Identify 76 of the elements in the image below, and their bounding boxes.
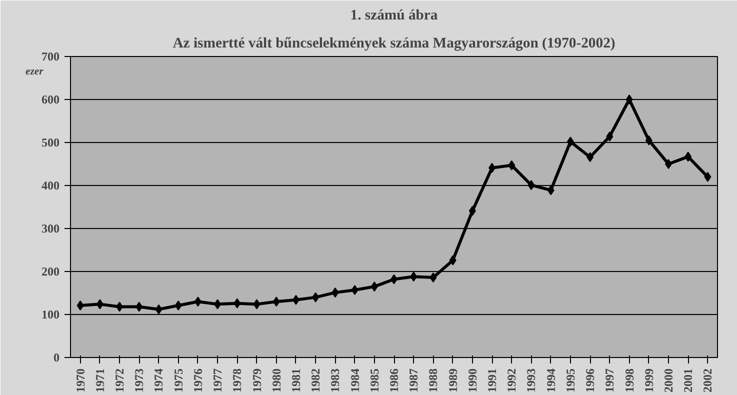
- point: [468, 206, 476, 216]
- point: [430, 272, 437, 283]
- y-tick-label: 500: [42, 136, 60, 150]
- x-tick-label: 1979: [250, 368, 264, 392]
- y-tick-label: 300: [42, 222, 60, 236]
- point: [155, 304, 162, 314]
- point: [606, 131, 614, 142]
- x-tick-label: 1976: [190, 368, 205, 392]
- x-tick-label: 2000: [661, 368, 676, 392]
- chart-subtitle: Az ismertté vált bűncselekmények száma Magyarországon (1970-2002): [172, 36, 616, 52]
- point: [566, 136, 574, 147]
- y-tick-label: 100: [42, 308, 60, 322]
- point: [312, 292, 320, 302]
- x-tick-label: 2002: [700, 368, 715, 392]
- x-tick-label: 1983: [328, 368, 342, 392]
- x-tick-label: 1995: [563, 368, 578, 392]
- point: [626, 94, 633, 104]
- x-tick-label: 1985: [367, 368, 382, 392]
- x-tick-label: 1998: [622, 368, 636, 392]
- y-tick-label: 400: [42, 178, 60, 192]
- x-tick-label: 1992: [504, 368, 519, 392]
- point: [508, 160, 516, 170]
- x-tick-label: 1970: [73, 368, 88, 392]
- point: [410, 272, 418, 282]
- x-tick-label: 1989: [446, 368, 460, 392]
- x-tick-label: 1975: [171, 368, 186, 392]
- x-tick-label: 1994: [544, 368, 558, 392]
- x-tick-label: 1987: [406, 368, 421, 392]
- point: [194, 296, 202, 307]
- x-tick-label: 1971: [92, 368, 107, 392]
- y-tick-label: 0: [54, 350, 60, 364]
- x-tick-label: 1980: [269, 368, 284, 392]
- chart-title: 1. számú ábra: [350, 8, 438, 24]
- x-tick-label: 2001: [681, 368, 696, 392]
- point: [586, 152, 594, 162]
- point: [547, 185, 554, 196]
- x-tick-label: 1982: [308, 368, 323, 392]
- point: [449, 255, 456, 266]
- x-tick-label: 1997: [602, 368, 617, 392]
- point: [253, 299, 260, 310]
- point: [234, 298, 241, 308]
- point: [116, 302, 124, 312]
- x-tick-label: 1974: [152, 368, 166, 392]
- point: [704, 172, 712, 182]
- x-tick-label: 1981: [288, 368, 303, 392]
- x-tick-label: 1986: [387, 368, 401, 392]
- point: [292, 294, 300, 305]
- point: [174, 300, 182, 310]
- point: [684, 152, 692, 162]
- y-tick-label: 600: [42, 92, 60, 106]
- x-tick-label: 1999: [642, 368, 656, 392]
- x-tick-label: 1973: [132, 368, 146, 392]
- point: [96, 299, 104, 310]
- x-tick-label: 1984: [348, 368, 362, 392]
- y-tick-label: 700: [42, 50, 60, 64]
- point: [664, 159, 672, 169]
- point: [76, 300, 84, 310]
- x-tick-label: 1996: [583, 368, 598, 392]
- x-tick-label: 1993: [524, 368, 538, 392]
- x-tick-label: 1978: [230, 368, 244, 392]
- point: [272, 296, 280, 307]
- x-tick-label: 1977: [210, 368, 225, 392]
- x-tick-label: 1972: [112, 368, 127, 392]
- point: [136, 302, 143, 312]
- point: [528, 180, 535, 190]
- x-tick-label: 1990: [465, 368, 480, 392]
- y-tick-label: 200: [42, 264, 60, 278]
- point: [214, 299, 222, 310]
- point: [488, 162, 496, 173]
- x-tick-label: 1991: [485, 368, 500, 392]
- x-tick-label: 1988: [426, 368, 440, 392]
- point: [332, 288, 339, 298]
- y-axis-title: ezer: [26, 66, 44, 78]
- point: [645, 135, 652, 146]
- point: [370, 282, 378, 292]
- point: [351, 284, 358, 295]
